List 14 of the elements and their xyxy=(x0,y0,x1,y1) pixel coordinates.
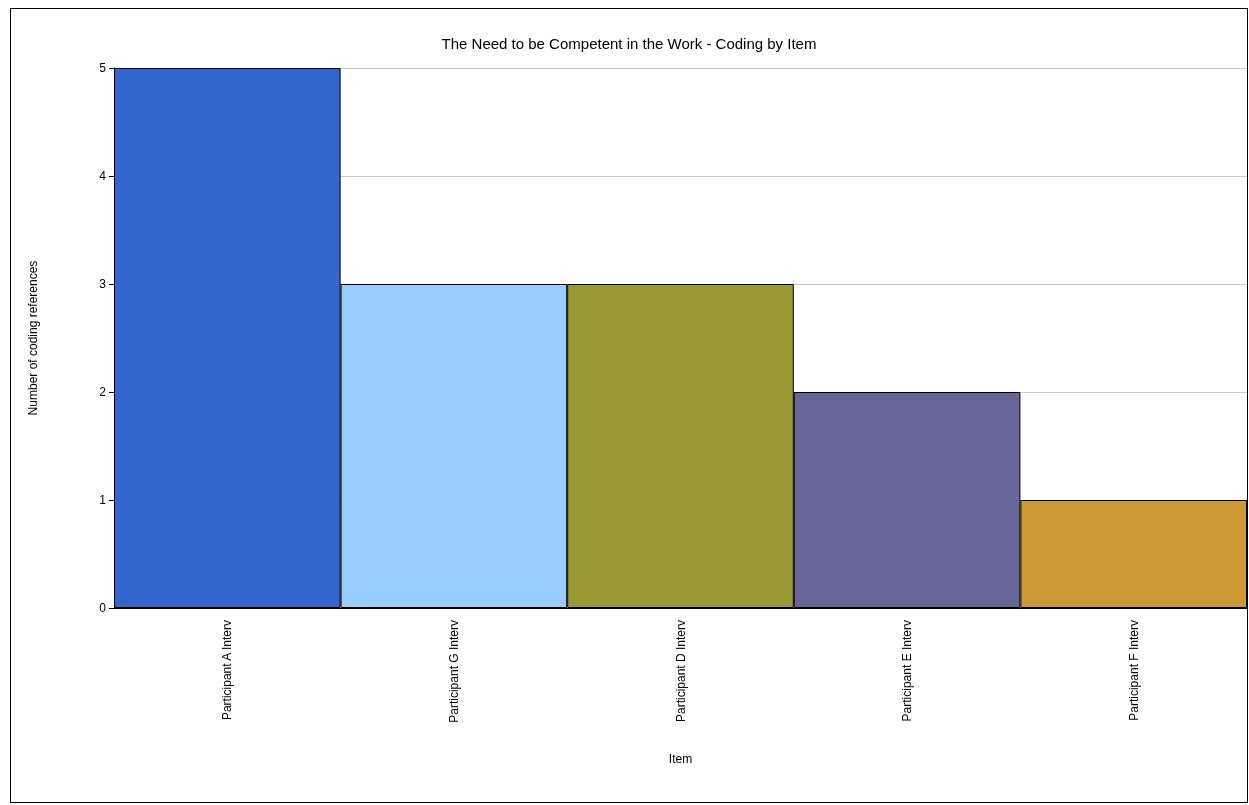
y-tick-label: 0 xyxy=(99,601,107,615)
y-tick-label: 3 xyxy=(99,277,107,291)
y-tick-label: 2 xyxy=(99,385,107,399)
y-tick-label: 5 xyxy=(99,61,107,75)
y-tick-label: 4 xyxy=(99,169,107,183)
chart-title: The Need to be Competent in the Work - Coding by Item xyxy=(441,35,817,52)
x-axis-title: Item xyxy=(668,752,693,766)
x-tick-label: Participant E Interv xyxy=(900,620,915,722)
y-tick-label: 1 xyxy=(99,493,107,507)
y-axis-title: Number of coding references xyxy=(26,260,40,416)
x-tick-label: Participant G Interv xyxy=(446,620,461,723)
x-tick-label: Participant F Interv xyxy=(1126,620,1141,721)
x-tick-label: Participant A Interv xyxy=(220,620,235,721)
x-tick-label: Participant D Interv xyxy=(673,620,688,723)
